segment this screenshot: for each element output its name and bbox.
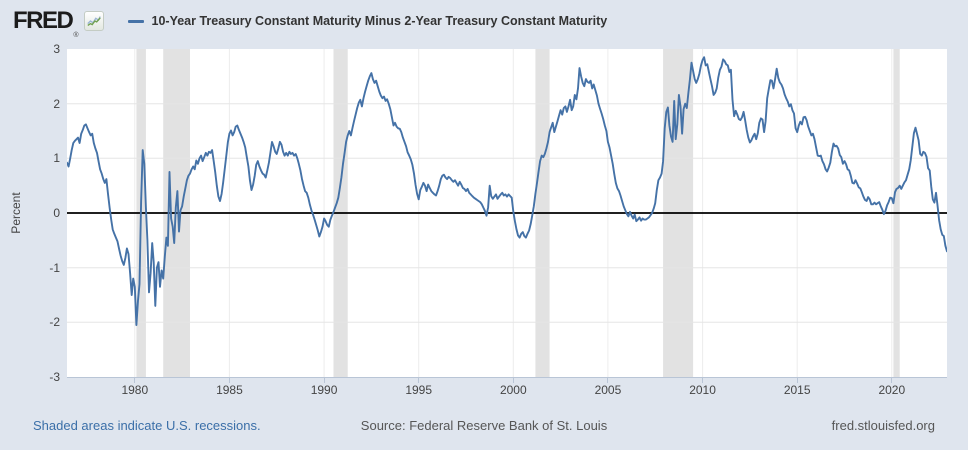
x-tick-label: 1980	[121, 383, 149, 397]
x-tick-label: 2000	[499, 383, 527, 397]
fred-logo: FRED	[13, 7, 74, 34]
x-tick-mark	[512, 378, 514, 383]
plot-area	[67, 49, 947, 378]
x-tick-label: 1995	[405, 383, 433, 397]
y-tick-label: 1	[53, 151, 60, 166]
series-legend-marker	[127, 19, 144, 23]
y-tick-label: 0	[53, 206, 60, 220]
y-tick-label: -1	[49, 260, 60, 275]
y-tick-label: -2	[49, 315, 60, 330]
x-tick-mark	[323, 378, 325, 383]
x-tick-label: 1985	[216, 383, 243, 397]
source-text: Source: Federal Reserve Bank of St. Loui…	[360, 418, 608, 433]
y-axis-title: Percent	[9, 192, 23, 234]
chart-canvas	[67, 49, 947, 377]
x-tick-label: 2010	[689, 383, 716, 397]
x-tick-label: 1990	[310, 383, 338, 397]
x-tick-mark	[702, 378, 704, 383]
fred-line-chart-icon	[83, 11, 104, 31]
y-tick-label: -3	[49, 370, 60, 384]
x-tick-label: 2005	[594, 383, 622, 397]
x-tick-label: 2020	[878, 383, 906, 397]
registered-mark: ®	[73, 32, 79, 39]
x-tick-mark	[891, 378, 893, 383]
x-tick-mark	[796, 378, 798, 383]
x-tick-label: 2015	[783, 383, 811, 397]
y-tick-label: 3	[53, 42, 60, 56]
x-tick-mark	[607, 378, 609, 383]
header: FRED ® 10-Year Treasury Constant Maturit…	[0, 0, 968, 42]
y-tick-label: 2	[53, 96, 60, 111]
series-line	[67, 56, 947, 327]
chart-title: 10-Year Treasury Constant Maturity Minus…	[151, 14, 608, 28]
x-tick-mark	[228, 378, 230, 383]
recession-note-link[interactable]: Shaded areas indicate U.S. recessions.	[33, 418, 261, 433]
x-tick-mark	[418, 378, 420, 383]
line-chart-icon-glyph	[86, 16, 101, 27]
x-tick-mark	[134, 378, 136, 383]
fred-site-link[interactable]: fred.stlouisfed.org	[831, 418, 935, 433]
